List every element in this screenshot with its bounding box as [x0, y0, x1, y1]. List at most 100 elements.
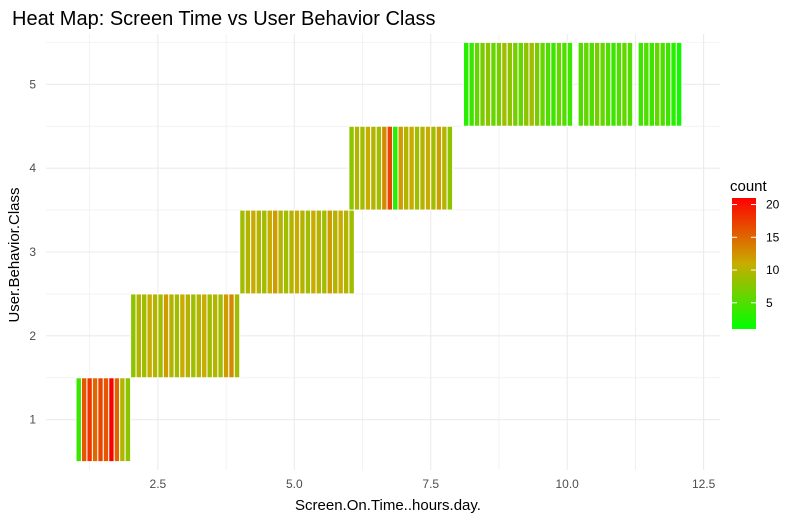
heat-tile [523, 41, 530, 127]
heat-tile [648, 41, 656, 127]
heat-tile [583, 41, 590, 127]
heat-tile [86, 377, 93, 463]
heat-tile [233, 293, 241, 379]
heat-tile [490, 41, 497, 127]
heat-tile [282, 209, 290, 295]
heat-tile [446, 125, 454, 211]
heat-tile [397, 125, 404, 211]
x-tick-label: 5.0 [286, 477, 303, 491]
heat-tile [577, 41, 585, 127]
heat-tile [566, 41, 574, 127]
heat-tile [550, 41, 557, 127]
chart-title: Heat Map: Screen Time vs User Behavior C… [12, 8, 436, 30]
heat-tile [473, 41, 481, 127]
heat-tile [533, 41, 541, 127]
heat-tile [561, 41, 568, 127]
heat-tile [102, 377, 110, 463]
legend-colorbar [732, 198, 756, 329]
heat-tile [211, 293, 219, 379]
heat-tile [643, 41, 650, 127]
heat-tile [91, 377, 99, 463]
heat-tile [168, 293, 175, 379]
heat-tile [539, 41, 546, 127]
heat-tile [228, 293, 235, 379]
heat-tile [479, 41, 486, 127]
heat-tile [217, 293, 224, 379]
heat-tile [277, 209, 284, 295]
x-tick-label: 10.0 [556, 477, 580, 491]
heat-tile [544, 41, 552, 127]
heat-tile [659, 41, 666, 127]
heat-tile [484, 41, 492, 127]
heat-tile [206, 293, 213, 379]
legend-title: count [730, 178, 768, 195]
heat-tile [239, 209, 246, 295]
legend: count 5 10 15 20 [730, 178, 780, 329]
legend-tick-label: 15 [766, 230, 780, 244]
x-axis-label: Screen.On.Time..hours.day. [295, 497, 481, 514]
heat-tile [173, 293, 181, 379]
heat-tile [304, 209, 312, 295]
heat-tile [555, 41, 563, 127]
heat-tile [413, 125, 421, 211]
heat-tile [141, 293, 148, 379]
heat-tile [222, 293, 230, 379]
heat-tile [353, 125, 361, 211]
heat-tile [299, 209, 306, 295]
heat-tile [342, 209, 350, 295]
heat-tile [468, 41, 475, 127]
heat-tile [599, 41, 606, 127]
heat-tile [135, 293, 143, 379]
heat-tile [310, 209, 317, 295]
heat-tile [495, 41, 503, 127]
heat-tile [506, 41, 514, 127]
heat-tile [435, 125, 443, 211]
y-tick-label: 1 [29, 413, 36, 427]
heat-tile [244, 209, 252, 295]
heat-tile [162, 293, 170, 379]
heat-tile [315, 209, 323, 295]
heat-tile [97, 377, 104, 463]
heat-tile [386, 125, 394, 211]
heat-tile [370, 125, 377, 211]
heat-tile [675, 41, 683, 127]
heat-tile [201, 293, 208, 379]
legend-tick-label: 10 [766, 263, 780, 277]
heat-tile [332, 209, 339, 295]
heat-tile [255, 209, 263, 295]
x-tick-label: 7.5 [422, 477, 439, 491]
heat-tile [408, 125, 415, 211]
heat-tile [108, 377, 115, 463]
heat-tile [288, 209, 295, 295]
heat-tile [293, 209, 301, 295]
legend-tick-label: 20 [766, 198, 780, 212]
heat-tile [75, 377, 82, 463]
heat-tile [588, 41, 595, 127]
heat-tile [184, 293, 192, 379]
heat-tile [512, 41, 519, 127]
x-tick-label: 12.5 [692, 477, 716, 491]
heat-tile [402, 125, 410, 211]
heat-tile [664, 41, 672, 127]
heat-tile [424, 125, 432, 211]
heat-tile [621, 41, 628, 127]
heat-tile [348, 209, 355, 295]
heat-tile [462, 41, 470, 127]
heat-tile [419, 125, 426, 211]
heat-tile [348, 125, 355, 211]
heat-tile [124, 377, 132, 463]
heat-tile [130, 293, 137, 379]
tile-layer [75, 41, 683, 463]
heat-tile [250, 209, 257, 295]
heat-tile [430, 125, 437, 211]
heat-tile [261, 209, 268, 295]
heat-tile [610, 41, 617, 127]
y-tick-label: 5 [29, 77, 36, 91]
heat-tile [195, 293, 203, 379]
y-tick-label: 3 [29, 245, 36, 259]
heat-tile [670, 41, 677, 127]
heat-tile [271, 209, 279, 295]
heat-tile [321, 209, 328, 295]
